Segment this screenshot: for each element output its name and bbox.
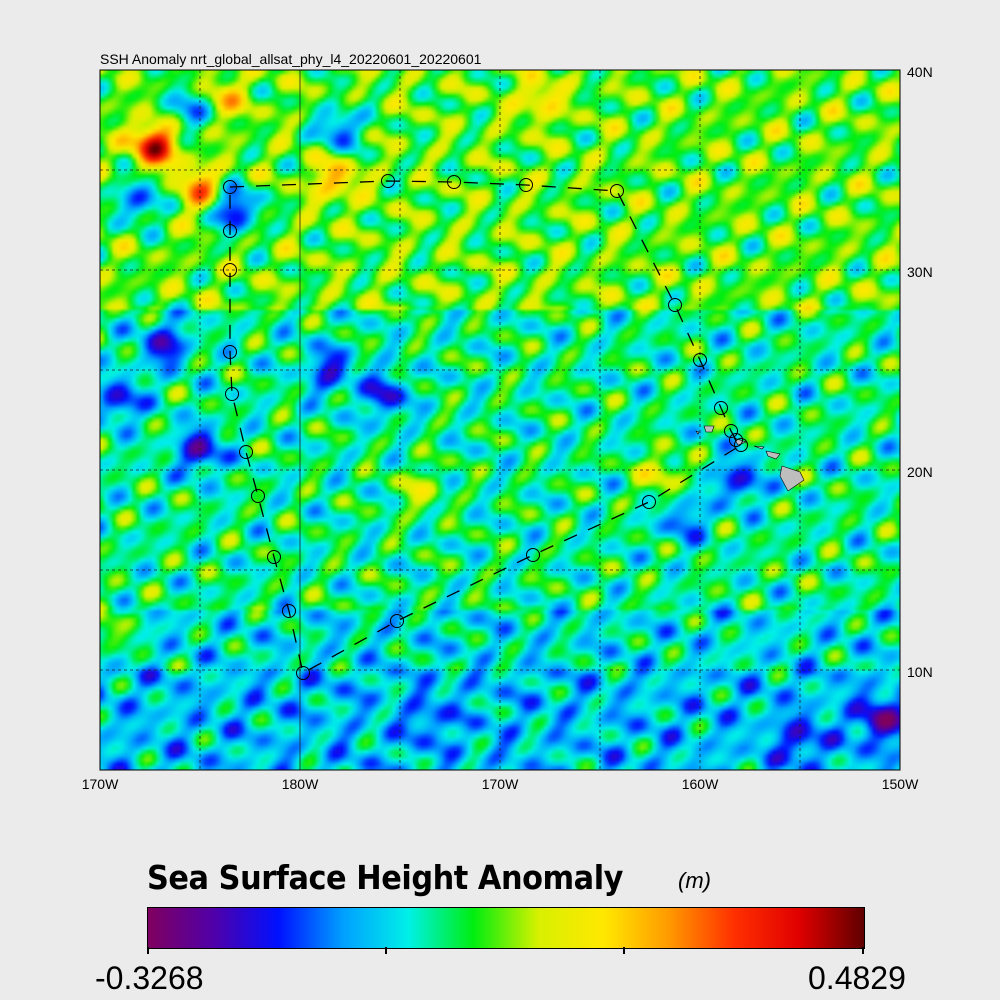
colorbar-units: (m) [678,868,711,893]
island [695,430,700,435]
track-marker [223,345,237,359]
map-title: SSH Anomaly nrt_global_allsat_phy_l4_202… [100,51,482,67]
track-marker [267,550,281,564]
track-marker [223,180,237,194]
graticule [100,70,900,770]
hawaiian-islands [695,425,805,492]
track-marker [282,604,296,618]
track-marker [526,548,540,562]
colorbar-tick [623,947,625,954]
track-marker [668,298,682,312]
colorbar [147,907,865,949]
colorbar-tick [862,947,864,954]
island [779,465,805,492]
track-marker [296,666,310,680]
y-tick-label: 40N [907,64,933,80]
track-path [229,180,743,674]
x-tick-label: 160W [681,776,719,792]
track-marker [610,184,624,198]
track-marker [447,175,461,189]
colorbar-max-label: 0.4829 [808,960,906,996]
track-marker [642,495,656,509]
track-marker [225,387,239,401]
track-marker [381,174,395,188]
map-frame [99,69,901,771]
map-overlay [99,69,901,771]
island [765,450,781,460]
track-marker [729,433,743,447]
colorbar-tick [147,947,149,954]
colorbar-tick [385,947,387,954]
track-marker [714,401,728,415]
track-marker [724,424,738,438]
y-tick-label: 10N [907,664,933,680]
track-marker [223,263,237,277]
track-marker [239,445,253,459]
x-tick-label: 180W [281,776,319,792]
track-marker [251,489,265,503]
x-tick-label: 170W [81,776,119,792]
y-tick-label: 20N [907,464,933,480]
x-tick-label: 170W [481,776,519,792]
track-marker [390,614,404,628]
track-marker [734,438,748,452]
colorbar-title: Sea Surface Height Anomaly [147,858,623,897]
track-marker [223,224,237,238]
x-tick-label: 150W [881,776,919,792]
colorbar-min-label: -0.3268 [95,960,204,996]
track-line [223,174,748,680]
island [753,445,765,450]
track-marker [519,178,533,192]
island [703,425,715,433]
y-tick-label: 30N [907,264,933,280]
ssh-anomaly-map [99,69,901,771]
track-marker [693,353,707,367]
